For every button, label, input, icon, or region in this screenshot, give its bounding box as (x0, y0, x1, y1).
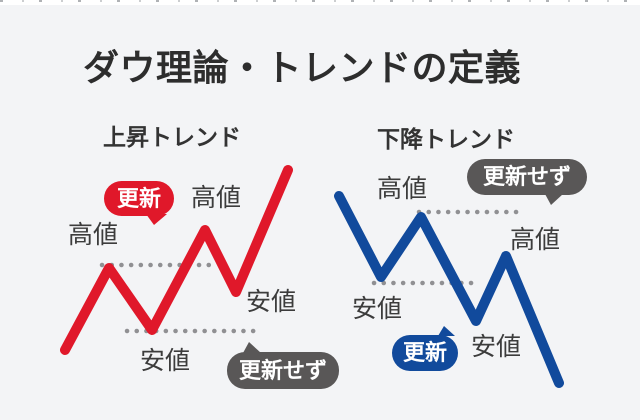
downtrend-no-update-badge: 更新せず (467, 159, 587, 205)
downtrend-low1-label: 安値 (352, 295, 403, 323)
uptrend-update-badge: 更新 (104, 181, 174, 225)
downtrend-high1-label: 高値 (377, 175, 428, 203)
speech-bubble-tail (438, 326, 455, 336)
cropped-text-artifact (0, 0, 640, 5)
uptrend-low-right-label: 安値 (246, 288, 297, 316)
speech-bubble-tail (146, 214, 167, 225)
uptrend-zigzag-line (60, 165, 293, 355)
uptrend-no-update-badge: 更新せず (227, 342, 339, 389)
uptrend-no-update-badge-label: 更新せず (238, 357, 327, 383)
page-title: ダウ理論・トレンドの定義 (83, 47, 522, 89)
downtrend-update-badge: 更新 (392, 326, 458, 371)
speech-bubble-tail (545, 194, 563, 205)
speech-bubble-tail (243, 342, 261, 353)
downtrend-high2-label: 高値 (510, 226, 561, 254)
uptrend-high2-label: 高値 (191, 184, 242, 212)
downtrend-update-badge-label: 更新 (402, 340, 447, 365)
downtrend-heading: 下降トレンド (377, 126, 515, 153)
downtrend-no-update-badge-label: 更新せず (482, 164, 571, 189)
uptrend-low-bottom-label: 安値 (140, 347, 191, 375)
uptrend-heading: 上昇トレンド (103, 124, 241, 151)
uptrend-update-badge-label: 更新 (116, 185, 161, 211)
uptrend-high1-label: 高値 (68, 221, 119, 249)
downtrend-zigzag-line (334, 191, 564, 388)
downtrend-low2-label: 安値 (471, 333, 522, 361)
